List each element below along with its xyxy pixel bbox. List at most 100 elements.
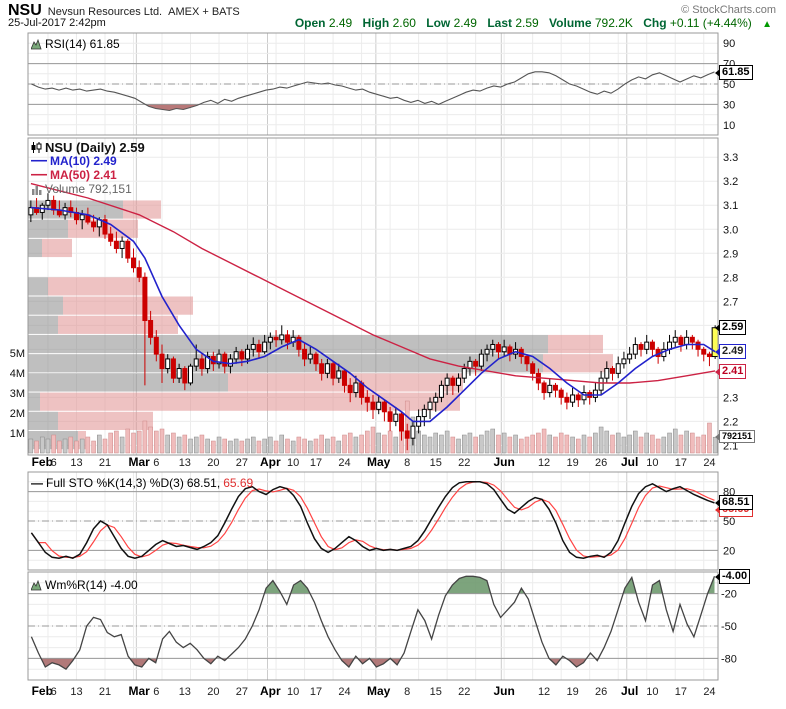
svg-text:Feb: Feb (32, 684, 53, 698)
candle (484, 348, 490, 355)
volume-bar (154, 430, 159, 454)
volume-bar (222, 438, 227, 454)
candle (672, 336, 678, 343)
volume-bar (655, 438, 661, 454)
svg-text:3.2: 3.2 (723, 176, 738, 188)
volume-value: 792.2K (594, 16, 633, 30)
volume-bar (131, 432, 136, 454)
svg-text:2.8: 2.8 (723, 272, 738, 284)
volume-label: Volume (549, 16, 592, 30)
low-label: Low (426, 16, 451, 30)
candle (706, 353, 712, 358)
high-label: High (362, 16, 390, 30)
svg-text:10: 10 (723, 120, 735, 132)
ma10-value-callout: 2.49 (714, 344, 747, 359)
candle (393, 413, 399, 422)
svg-text:8: 8 (404, 457, 410, 469)
candle (119, 240, 125, 249)
candle (381, 401, 387, 413)
volume-bar (359, 434, 364, 454)
volume-by-price-bar (28, 411, 58, 430)
volume-bar (365, 430, 370, 454)
willr-oversold-fill (41, 658, 599, 670)
candle (410, 425, 416, 439)
volume-bar (228, 440, 233, 454)
volume-bar (672, 428, 678, 454)
candle (142, 276, 148, 322)
candle (188, 365, 194, 384)
volume-bar (461, 434, 467, 454)
volume-bar (336, 440, 342, 454)
candle (689, 336, 695, 343)
svg-text:13: 13 (179, 457, 191, 469)
candle (28, 207, 34, 216)
candle (456, 377, 462, 386)
candle (501, 346, 507, 353)
volume-bar (501, 432, 507, 454)
candle (148, 320, 154, 338)
volume-by-price-bar (28, 392, 40, 411)
candle (364, 396, 370, 403)
candle (632, 344, 638, 355)
volume-bar (216, 436, 222, 454)
volume-bar (370, 426, 376, 454)
candle (262, 341, 268, 353)
svg-text:13: 13 (70, 457, 82, 469)
volume-bar (541, 428, 547, 454)
volume-bar (701, 434, 706, 454)
svg-text:24: 24 (338, 686, 350, 698)
candle (336, 370, 342, 379)
candle (433, 396, 439, 403)
willr-legend-label: Wm%R(14) -4.00 (45, 578, 138, 592)
candle (222, 353, 228, 367)
ma50-line (30, 182, 716, 384)
svg-text:10: 10 (287, 686, 299, 698)
wmr-panel-border (27, 571, 719, 681)
candle (370, 401, 376, 410)
volume-bar (650, 434, 655, 454)
svg-text:19: 19 (566, 686, 578, 698)
ma10-legend-label: MA(10) 2.49 (50, 154, 117, 168)
volume-bar (690, 432, 695, 454)
volume-bar (661, 436, 667, 454)
datetime-label: 25-Jul-2017 2:42pm (8, 17, 106, 29)
candle (324, 363, 330, 374)
svg-text:2.7: 2.7 (723, 296, 738, 308)
volume-bar (547, 434, 553, 454)
svg-text:6: 6 (51, 686, 57, 698)
candle (159, 353, 165, 370)
candle (461, 368, 467, 379)
candle (387, 411, 393, 422)
svg-text:-80: -80 (721, 653, 737, 665)
svg-text:3.1: 3.1 (723, 200, 738, 212)
candle (598, 377, 604, 391)
volume-bar (239, 440, 245, 454)
svg-text:6: 6 (153, 457, 159, 469)
volume-bar (256, 440, 262, 454)
candle (227, 358, 233, 367)
svg-text:27: 27 (236, 686, 248, 698)
last-price-callout: 2.59 (714, 320, 747, 335)
volume-legend-label: Volume 792,151 (45, 182, 132, 196)
volume-bar (68, 436, 74, 454)
candle (621, 358, 627, 365)
price-legend: NSU (Daily) 2.59 — MA(10) 2.49 — MA(50) … (31, 139, 145, 197)
volume-bar (308, 440, 313, 454)
volume-bar (496, 434, 501, 454)
volume-bar (148, 426, 153, 454)
candle (684, 336, 690, 346)
volume-bar (199, 434, 205, 454)
candle (250, 344, 256, 350)
svg-text:May: May (367, 455, 391, 469)
svg-text:10: 10 (646, 686, 658, 698)
volume-bar (74, 440, 79, 454)
symbol-legend-label: NSU (Daily) 2.59 (45, 139, 145, 155)
candle (450, 377, 456, 386)
low-value: 2.49 (453, 16, 477, 30)
candle (199, 358, 205, 370)
candle (604, 368, 610, 379)
volume-by-price-bar (42, 238, 72, 258)
volume-bar (627, 434, 632, 454)
ma10-line (30, 206, 716, 423)
volume-bar (342, 434, 347, 454)
